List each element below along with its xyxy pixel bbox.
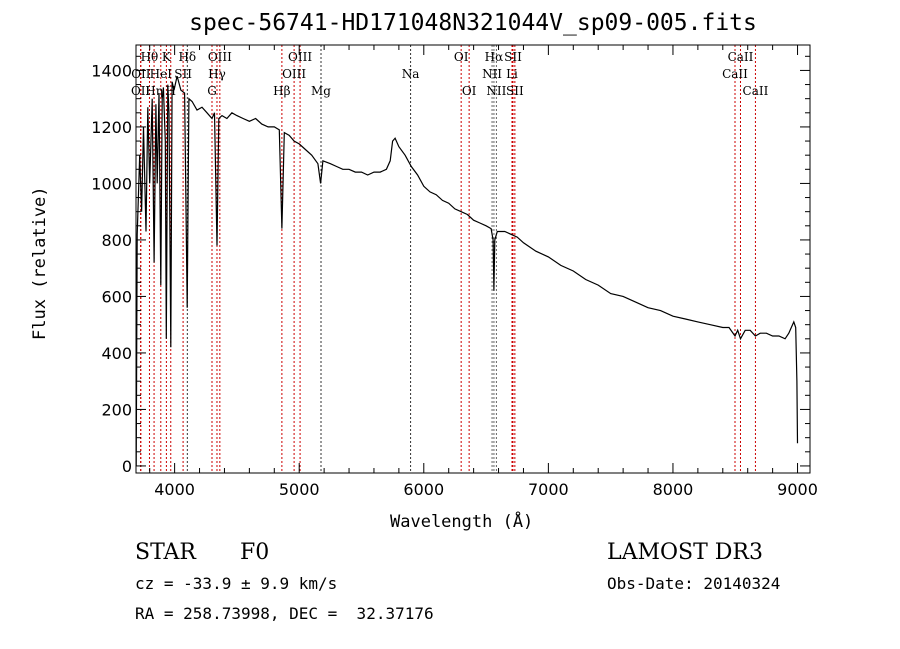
x-tick-label: 7000 xyxy=(528,480,569,499)
obs-date: Obs-Date: 20140324 xyxy=(607,574,781,593)
line-marker-label: SII xyxy=(506,84,524,98)
line-marker-label: H xyxy=(166,84,176,98)
line-marker-label: OI xyxy=(462,84,477,98)
line-marker-label: Mg xyxy=(311,84,331,98)
line-marker-label: NII xyxy=(482,67,502,81)
spectrum-series xyxy=(135,75,799,466)
chart-title: spec-56741-HD171048N321044V_sp09-005.fit… xyxy=(189,10,757,36)
coordinates: RA = 258.73998, DEC = 32.37176 xyxy=(135,604,434,623)
y-tick-label: 200 xyxy=(101,400,132,419)
x-axis-label: Wavelength (Å) xyxy=(390,512,534,532)
redshift-cz: cz = -33.9 ± 9.9 km/s xyxy=(135,574,338,593)
line-marker-label: Hθ xyxy=(141,50,159,64)
line-marker-label: Na xyxy=(402,67,420,81)
spectrum-line xyxy=(135,75,799,466)
line-marker-label: OIII xyxy=(288,50,312,64)
x-tick-label: 5000 xyxy=(279,480,320,499)
line-marker-label: G xyxy=(207,84,217,98)
line-marker-label: SII xyxy=(174,67,192,81)
x-tick-label: 6000 xyxy=(403,480,444,499)
line-marker-label: Hβ xyxy=(273,84,290,98)
line-marker-label: OII xyxy=(131,67,151,81)
y-tick-label: 1000 xyxy=(91,174,132,193)
line-marker-labels: OII OII Hθ Hη HeI K H SII Hδ G Hγ OIII Hβ OIII OIII Mg N… xyxy=(131,50,769,98)
line-marker-label: Hδ xyxy=(178,50,196,64)
x-tick-label: 8000 xyxy=(653,480,694,499)
line-marker-label: OI xyxy=(454,50,469,64)
line-marker-label: CaII xyxy=(728,50,754,64)
axes: 4000 5000 6000 7000 8000 9000 0 200 400 600 800 100… xyxy=(91,44,818,499)
y-tick-label: 400 xyxy=(101,344,132,363)
line-marker-label: OIII xyxy=(208,50,232,64)
line-marker-label: CaII xyxy=(722,67,748,81)
line-marker-label: CaII xyxy=(743,84,769,98)
object-class: STAR xyxy=(135,540,196,565)
survey-name: LAMOST DR3 xyxy=(607,540,763,565)
line-marker-label: HeI xyxy=(150,67,173,81)
line-marker-label: Li xyxy=(506,67,518,81)
y-tick-label: 800 xyxy=(101,231,132,250)
x-tick-label: 9000 xyxy=(777,480,818,499)
line-marker-label: OIII xyxy=(282,67,306,81)
line-marker-label: K xyxy=(162,50,172,64)
line-marker-label: Hη xyxy=(145,84,163,98)
line-marker-label: Hα xyxy=(485,50,504,64)
y-axis-label: Flux (relative) xyxy=(30,186,50,340)
y-tick-label: 1400 xyxy=(91,61,132,80)
y-tick-label: 600 xyxy=(101,287,132,306)
plot-frame xyxy=(135,44,811,474)
y-tick-label: 0 xyxy=(122,457,132,476)
line-marker-label: SII xyxy=(504,50,522,64)
line-markers xyxy=(140,45,756,473)
x-tick-label: 4000 xyxy=(154,480,195,499)
line-marker-label: OII xyxy=(131,84,151,98)
y-tick-label: 1200 xyxy=(91,118,132,137)
line-marker-label: Hγ xyxy=(208,67,226,81)
object-subclass: F0 xyxy=(240,540,270,565)
line-marker-label: NII xyxy=(486,84,506,98)
